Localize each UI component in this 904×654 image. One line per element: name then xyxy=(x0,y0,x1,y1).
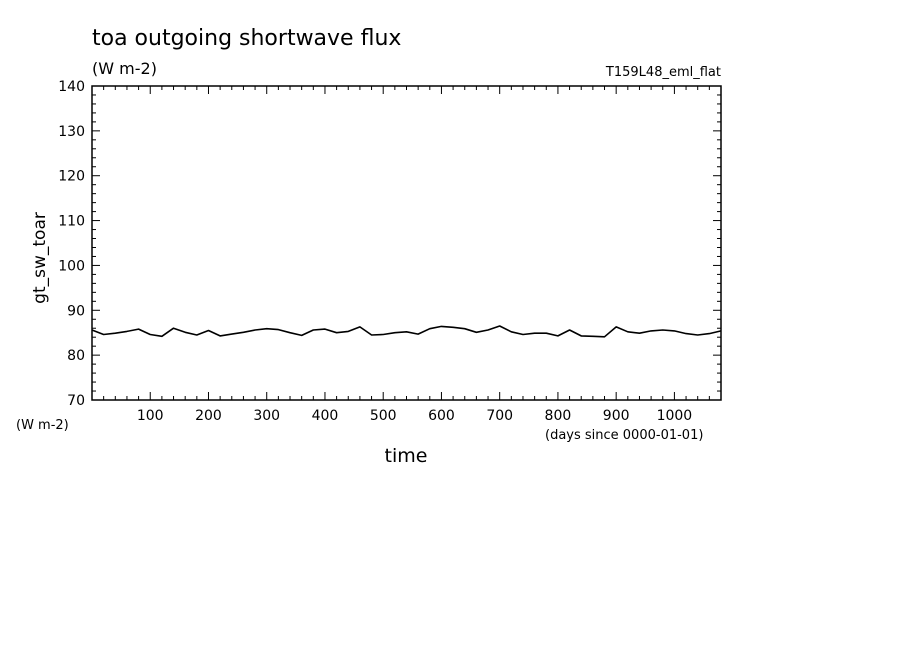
y-axis-units: (W m-2) xyxy=(16,418,69,433)
y-axis-label: gt_sw_toar xyxy=(30,212,50,304)
x-tick-label: 400 xyxy=(312,408,339,424)
x-tick-label: 700 xyxy=(486,408,513,424)
experiment-label: T159L48_eml_flat xyxy=(605,65,721,80)
y-tick-label: 120 xyxy=(58,169,85,185)
x-tick-label: 500 xyxy=(370,408,397,424)
chart-title: toa outgoing shortwave flux xyxy=(92,26,401,51)
y-tick-label: 100 xyxy=(58,258,85,274)
x-tick-label: 600 xyxy=(428,408,455,424)
y-tick-label: 80 xyxy=(67,348,85,364)
x-tick-label: 800 xyxy=(545,408,572,424)
x-tick-label: 200 xyxy=(195,408,222,424)
x-tick-label: 1000 xyxy=(657,408,693,424)
y-tick-label: 70 xyxy=(67,393,85,409)
plot-frame xyxy=(91,85,722,401)
x-axis-units: (days since 0000-01-01) xyxy=(545,428,703,443)
series-layer xyxy=(91,325,722,338)
x-tick-label: 100 xyxy=(137,408,164,424)
x-axis-label: time xyxy=(385,445,428,467)
axis-ticks xyxy=(91,85,722,401)
x-tick-label: 300 xyxy=(253,408,280,424)
y-tick-label: 130 xyxy=(58,124,85,140)
y-tick-label: 140 xyxy=(58,79,85,95)
tick-labels: 100 200 300 400 500 600 700 800 900 1000 70 80 90 100… xyxy=(58,79,692,424)
chart-title-units: (W m-2) xyxy=(92,59,157,78)
y-tick-label: 110 xyxy=(58,214,85,230)
series-line xyxy=(91,325,722,338)
x-tick-label: 900 xyxy=(603,408,630,424)
y-tick-label: 90 xyxy=(67,303,85,319)
